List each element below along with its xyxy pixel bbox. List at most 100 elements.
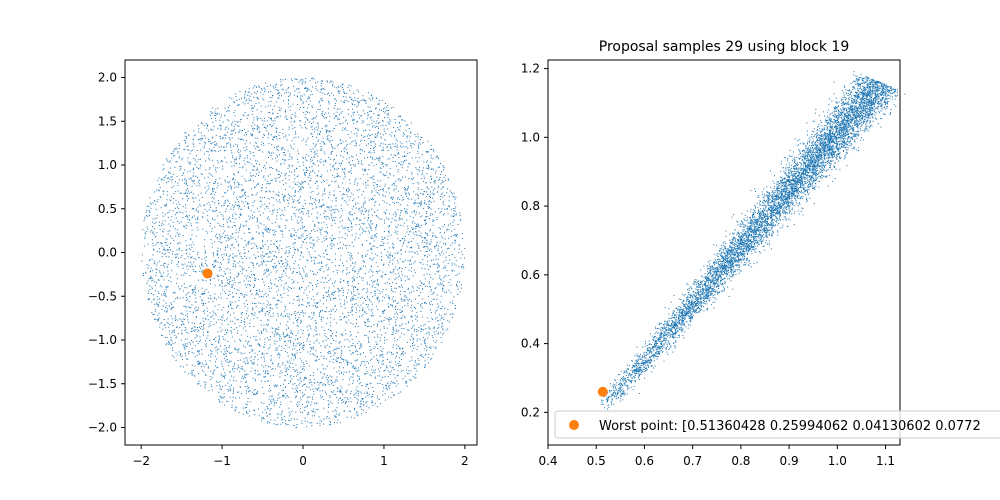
scatter-point — [401, 143, 403, 145]
scatter-point — [290, 401, 292, 402]
scatter-point — [394, 383, 396, 385]
scatter-point — [351, 172, 353, 174]
scatter-point — [299, 351, 301, 353]
scatter-point — [284, 109, 286, 111]
scatter-point — [187, 192, 188, 194]
scatter-point — [153, 263, 155, 265]
scatter-point — [288, 165, 290, 167]
scatter-point — [428, 346, 430, 348]
scatter-point — [197, 251, 199, 253]
scatter-point — [443, 195, 445, 196]
scatter-point — [316, 174, 318, 176]
scatter-point — [293, 121, 295, 123]
scatter-point — [340, 319, 342, 321]
scatter-point — [257, 330, 259, 331]
scatter-point — [447, 188, 449, 190]
scatter-point — [283, 395, 285, 397]
scatter-point — [428, 167, 430, 169]
scatter-point — [181, 221, 183, 223]
scatter-point — [192, 193, 194, 195]
scatter-point — [291, 353, 293, 355]
scatter-point — [216, 253, 218, 255]
scatter-point — [305, 154, 307, 156]
scatter-point — [424, 177, 425, 179]
scatter-point — [425, 345, 427, 347]
scatter-point — [152, 221, 154, 223]
scatter-point — [338, 265, 340, 266]
scatter-point — [278, 353, 280, 355]
scatter-point — [334, 280, 336, 282]
scatter-point — [444, 307, 446, 309]
scatter-point — [246, 411, 248, 413]
scatter-point — [432, 236, 434, 237]
scatter-point — [252, 205, 254, 207]
scatter-point — [223, 376, 225, 378]
scatter-point — [273, 333, 275, 335]
scatter-point — [417, 286, 419, 288]
scatter-point — [291, 113, 293, 115]
scatter-point — [401, 119, 403, 121]
scatter-point — [338, 288, 340, 290]
scatter-point — [234, 201, 236, 203]
scatter-point — [215, 144, 217, 146]
scatter-point — [325, 224, 327, 226]
scatter-point — [312, 295, 314, 297]
scatter-point — [275, 304, 277, 306]
scatter-point — [356, 135, 358, 137]
scatter-point — [217, 238, 219, 240]
scatter-point — [385, 103, 386, 104]
scatter-point — [389, 374, 391, 375]
scatter-point — [307, 89, 309, 91]
scatter-point — [298, 404, 300, 406]
scatter-point — [401, 359, 403, 361]
scatter-point — [370, 110, 372, 112]
scatter-point — [327, 411, 329, 413]
scatter-point — [164, 204, 166, 206]
scatter-point — [302, 362, 304, 364]
scatter-point — [195, 210, 197, 212]
scatter-point — [352, 296, 354, 298]
scatter-point — [146, 264, 148, 266]
scatter-point — [322, 396, 324, 398]
scatter-point — [239, 121, 241, 123]
scatter-point — [206, 265, 208, 267]
scatter-point — [241, 366, 243, 368]
scatter-point — [206, 210, 208, 212]
scatter-point — [373, 146, 375, 148]
scatter-point — [322, 309, 323, 311]
scatter-point — [398, 129, 400, 130]
scatter-point — [151, 270, 153, 272]
scatter-point — [399, 141, 401, 143]
scatter-point — [342, 262, 344, 264]
scatter-point — [440, 211, 442, 212]
scatter-point — [397, 146, 399, 148]
scatter-point — [248, 266, 250, 268]
scatter-point — [268, 287, 270, 289]
scatter-point — [296, 312, 298, 314]
scatter-point — [313, 78, 315, 80]
scatter-point — [154, 310, 156, 312]
scatter-point — [256, 292, 258, 294]
scatter-point — [309, 242, 311, 244]
scatter-point — [251, 293, 253, 295]
scatter-point — [368, 209, 370, 211]
scatter-point — [300, 99, 302, 101]
scatter-point — [342, 295, 344, 297]
scatter-point — [277, 200, 279, 202]
scatter-point — [296, 209, 298, 211]
scatter-point — [294, 178, 296, 180]
scatter-point — [289, 247, 291, 249]
scatter-point — [346, 129, 348, 131]
scatter-point — [200, 149, 202, 151]
scatter-point — [323, 143, 325, 145]
scatter-point — [347, 282, 349, 284]
scatter-point — [411, 333, 413, 335]
scatter-point — [294, 112, 296, 114]
scatter-point — [301, 241, 303, 243]
scatter-point — [318, 269, 320, 271]
scatter-point — [350, 220, 352, 222]
scatter-point — [186, 253, 188, 255]
scatter-point — [167, 230, 169, 232]
scatter-point — [244, 178, 246, 180]
scatter-point — [350, 223, 352, 225]
